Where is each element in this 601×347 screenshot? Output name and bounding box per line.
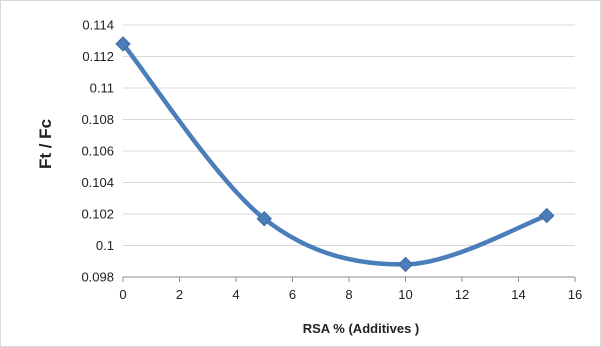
y-tick-label: 0.104 — [81, 175, 114, 190]
data-point-marker — [539, 207, 555, 224]
x-tick-label: 10 — [398, 287, 412, 302]
x-tick-label: 6 — [289, 287, 296, 302]
x-tick-label: 2 — [176, 287, 183, 302]
x-tick-label: 16 — [568, 287, 582, 302]
y-tick-label: 0.108 — [81, 112, 114, 127]
data-point-marker — [115, 36, 131, 52]
y-tick-label: 0.11 — [90, 81, 114, 96]
y-tick-label: 0.114 — [82, 18, 114, 33]
x-tick-label: 12 — [455, 287, 469, 302]
series-layer — [120, 41, 549, 267]
x-tick-label: 4 — [232, 287, 239, 302]
y-tick-label: 0.098 — [81, 270, 114, 285]
data-point-marker — [256, 211, 272, 227]
tick-labels: 0.098 0.1 0.102 0.104 0.106 0.108 0.11 0.112 0.1… — [81, 18, 582, 303]
x-tick-label: 8 — [345, 287, 352, 302]
y-axis-title: Ft / Fc — [36, 119, 55, 169]
x-axis-title: RSA % (Additives ) — [303, 321, 420, 336]
y-tick-label: 0.102 — [81, 207, 114, 222]
markers — [115, 36, 555, 273]
y-tick-label: 0.112 — [82, 49, 114, 64]
y-tick-label: 0.106 — [81, 144, 114, 159]
y-tick-label: 0.1 — [96, 238, 114, 253]
x-tick-label: 0 — [119, 287, 126, 302]
series-line — [120, 41, 549, 267]
gridlines — [123, 24, 575, 278]
axes — [122, 276, 576, 282]
x-tick-label: 14 — [511, 287, 525, 302]
data-point-marker — [397, 256, 414, 273]
